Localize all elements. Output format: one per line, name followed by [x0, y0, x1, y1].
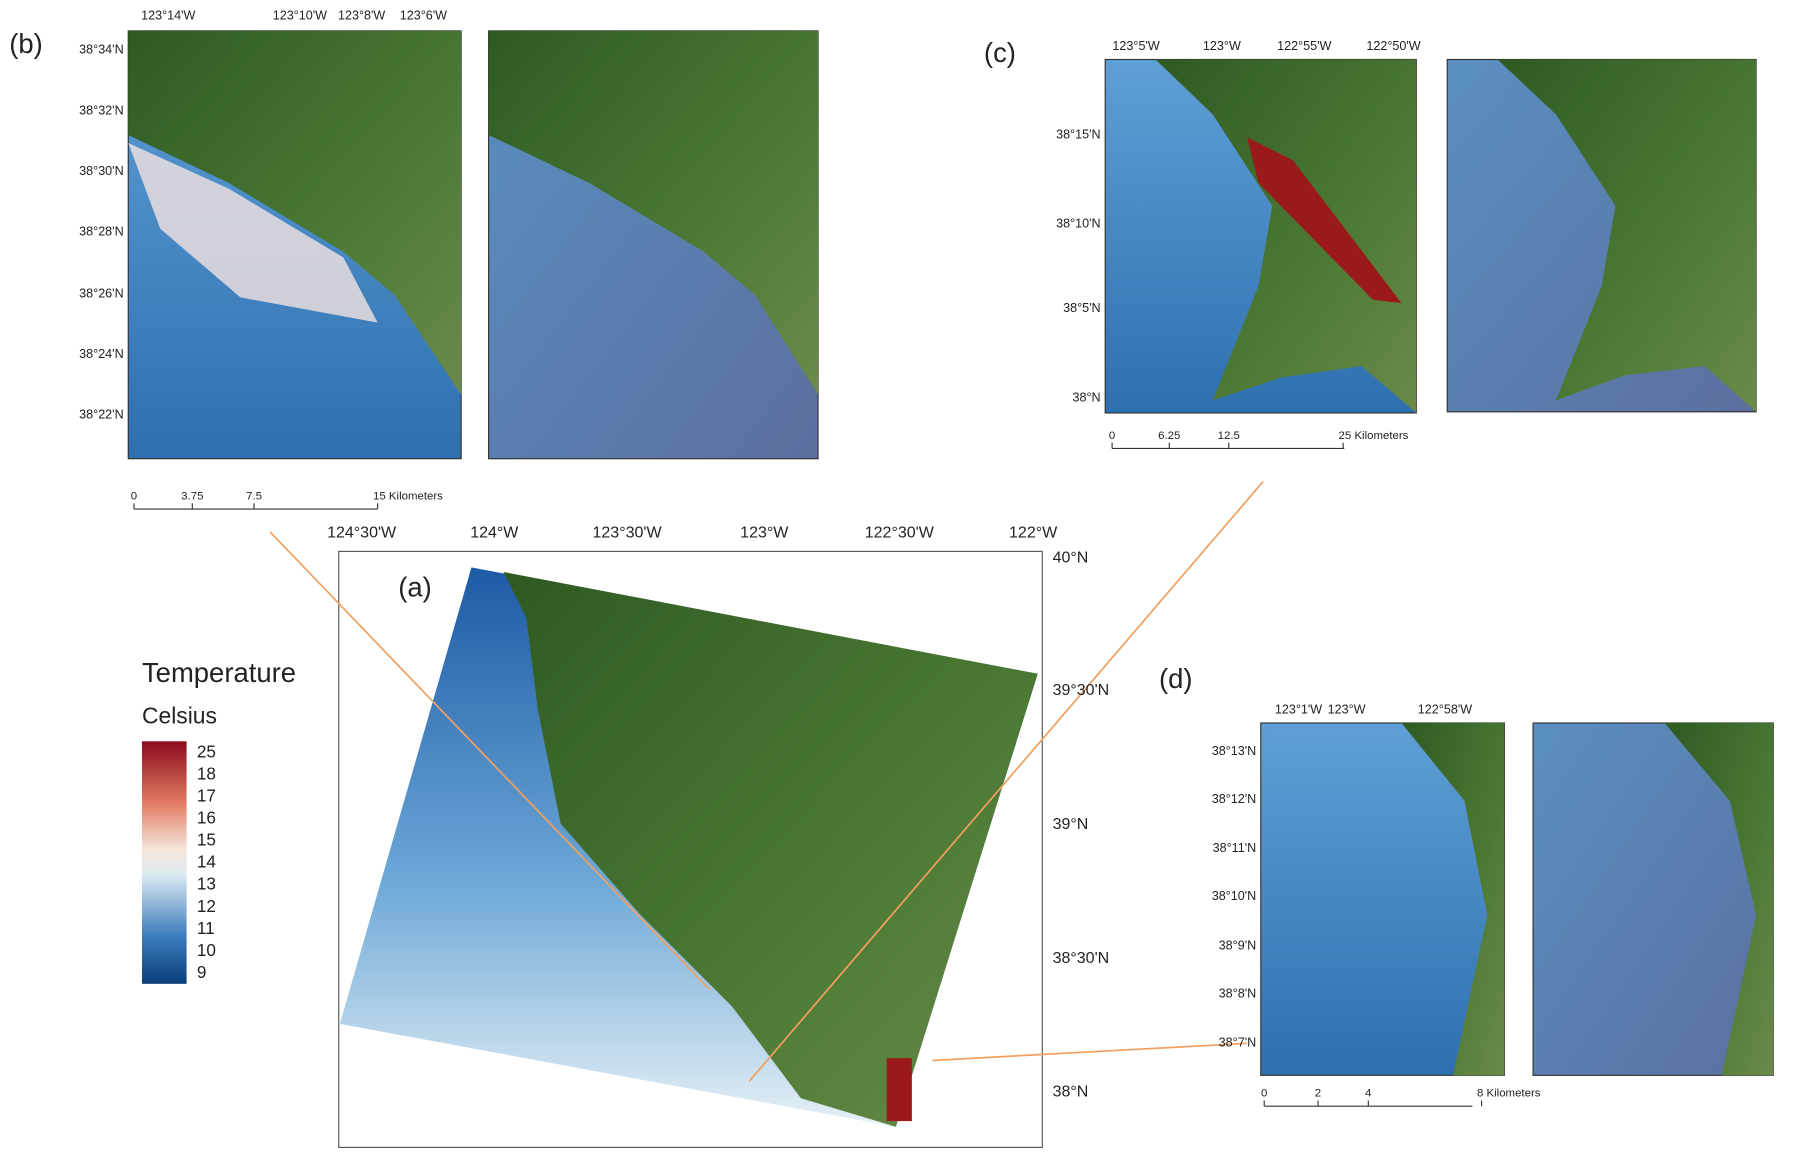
legend-title: Temperature — [142, 657, 296, 688]
legend-label: 17 — [197, 785, 216, 805]
panel-label: (c) — [984, 37, 1016, 68]
x-tick-label: 122°W — [1009, 524, 1058, 541]
legend-label: 15 — [197, 830, 216, 850]
y-tick-label: 38°10'N — [1212, 889, 1257, 903]
x-tick-label: 123°14'W — [141, 8, 195, 22]
connector — [269, 531, 711, 991]
land — [488, 30, 819, 395]
x-tick-label: 123°W — [740, 524, 789, 541]
y-tick-label: 38°26'N — [79, 286, 124, 300]
colorbar — [141, 741, 187, 984]
scale-label: 25 Kilometers — [1339, 430, 1409, 442]
y-tick-label: 38°5'N — [1063, 301, 1101, 315]
y-tick-label: 38°12'N — [1212, 792, 1257, 806]
x-tick-label: 123°W — [1203, 39, 1241, 53]
plume — [128, 142, 378, 323]
x-tick-label: 123°5'W — [1112, 39, 1159, 53]
x-tick-label: 123°6'W — [400, 8, 447, 22]
scale-label: 15 Kilometers — [373, 491, 443, 503]
y-tick-label: 38°22'N — [79, 408, 124, 422]
x-tick-label: 123°8'W — [338, 8, 385, 22]
legend-label: 25 — [197, 741, 216, 761]
y-tick-label: 38°30'N — [1053, 950, 1110, 967]
x-tick-label: 122°55'W — [1277, 39, 1331, 53]
connector — [932, 1042, 1248, 1062]
y-tick-label: 39°30'N — [1053, 682, 1110, 699]
scale-label: 7.5 — [246, 491, 262, 503]
legend-label: 14 — [197, 852, 217, 872]
y-tick-label: 38°N — [1073, 390, 1101, 404]
land — [503, 571, 1038, 1127]
land — [1155, 59, 1417, 413]
y-tick-label: 38°11'N — [1213, 841, 1257, 855]
x-tick-label: 122°30'W — [865, 524, 935, 541]
y-tick-label: 38°34'N — [79, 43, 124, 57]
scale-label: 3.75 — [181, 491, 203, 503]
panel-label: (a) — [398, 571, 432, 602]
panel-label: (b) — [9, 28, 43, 59]
estuary — [1247, 137, 1402, 304]
y-tick-label: 38°15'N — [1056, 127, 1101, 141]
y-tick-label: 39°N — [1053, 816, 1089, 833]
y-tick-label: 38°30'N — [79, 164, 124, 178]
connectors — [269, 481, 1264, 1082]
legend-unit: Celsius — [142, 702, 217, 728]
y-tick-label: 38°28'N — [79, 225, 124, 239]
map-frame — [338, 550, 1043, 1148]
x-tick-label: 123°1'W — [1275, 703, 1322, 717]
legend-label: 11 — [197, 918, 215, 938]
y-tick-label: 38°24'N — [79, 347, 124, 361]
land — [1497, 59, 1757, 412]
scale-label: 12.5 — [1218, 430, 1240, 442]
legend-label: 9 — [197, 962, 207, 982]
scale-label: 4 — [1365, 1088, 1372, 1100]
legend-label: 10 — [197, 940, 216, 960]
x-tick-label: 122°58'W — [1418, 703, 1472, 717]
estuary — [886, 1058, 912, 1122]
y-tick-label: 38°9'N — [1219, 938, 1257, 952]
y-tick-label: 38°N — [1053, 1084, 1089, 1101]
y-tick-label: 38°32'N — [79, 103, 124, 117]
x-tick-label: 122°50'W — [1366, 39, 1420, 53]
scale-label: 0 — [1261, 1088, 1267, 1100]
land — [128, 30, 462, 395]
scale-label: 0 — [131, 491, 137, 503]
y-tick-label: 40°N — [1053, 549, 1089, 566]
legend-label: 16 — [197, 808, 216, 828]
x-tick-label: 123°W — [1328, 703, 1366, 717]
scale-label: 2 — [1315, 1088, 1321, 1100]
land — [1664, 722, 1774, 1076]
y-tick-label: 38°7'N — [1219, 1036, 1257, 1050]
panel-label: (d) — [1159, 663, 1193, 694]
scale-label: 0 — [1109, 430, 1115, 442]
scale-label: 8 Kilometers — [1477, 1088, 1541, 1100]
y-tick-label: 38°13'N — [1212, 744, 1257, 758]
x-tick-label: 123°10'W — [273, 8, 327, 22]
connector — [748, 481, 1264, 1082]
legend-label: 18 — [197, 763, 216, 783]
y-tick-label: 38°10'N — [1056, 217, 1101, 231]
scale-label: 6.25 — [1158, 430, 1180, 442]
x-tick-label: 124°W — [470, 524, 519, 541]
legend-label: 12 — [197, 896, 216, 916]
x-tick-label: 123°30'W — [592, 524, 662, 541]
x-tick-label: 124°30'W — [327, 524, 397, 541]
y-tick-label: 38°8'N — [1219, 986, 1257, 1000]
land — [1401, 722, 1505, 1076]
legend-label: 13 — [197, 874, 216, 894]
